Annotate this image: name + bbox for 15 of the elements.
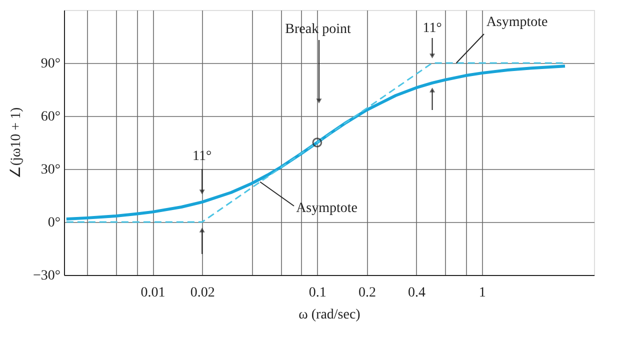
x-tick-label: 0.02 (190, 286, 215, 300)
x-tick-label: 1 (478, 286, 486, 300)
annotation: Asymptote (486, 15, 548, 30)
y-tick-label: −30° (33, 268, 60, 284)
y-tick-label: 90° (40, 56, 60, 72)
x-axis-title: ω (rad/sec) (298, 308, 361, 322)
y-tick-label: 60° (40, 110, 60, 124)
annotation: 11° (422, 21, 442, 36)
y-axis-title: ∠(jω10 + 1) (9, 107, 24, 179)
x-tick-label: 0.01 (140, 286, 166, 300)
x-tick-label: 0.4 (408, 286, 426, 300)
y-tick-label: 0° (48, 216, 60, 230)
y-tick-label: 30° (40, 162, 60, 178)
x-tick-label: 0.1 (308, 286, 326, 300)
x-tick-label: 0.2 (358, 286, 376, 300)
